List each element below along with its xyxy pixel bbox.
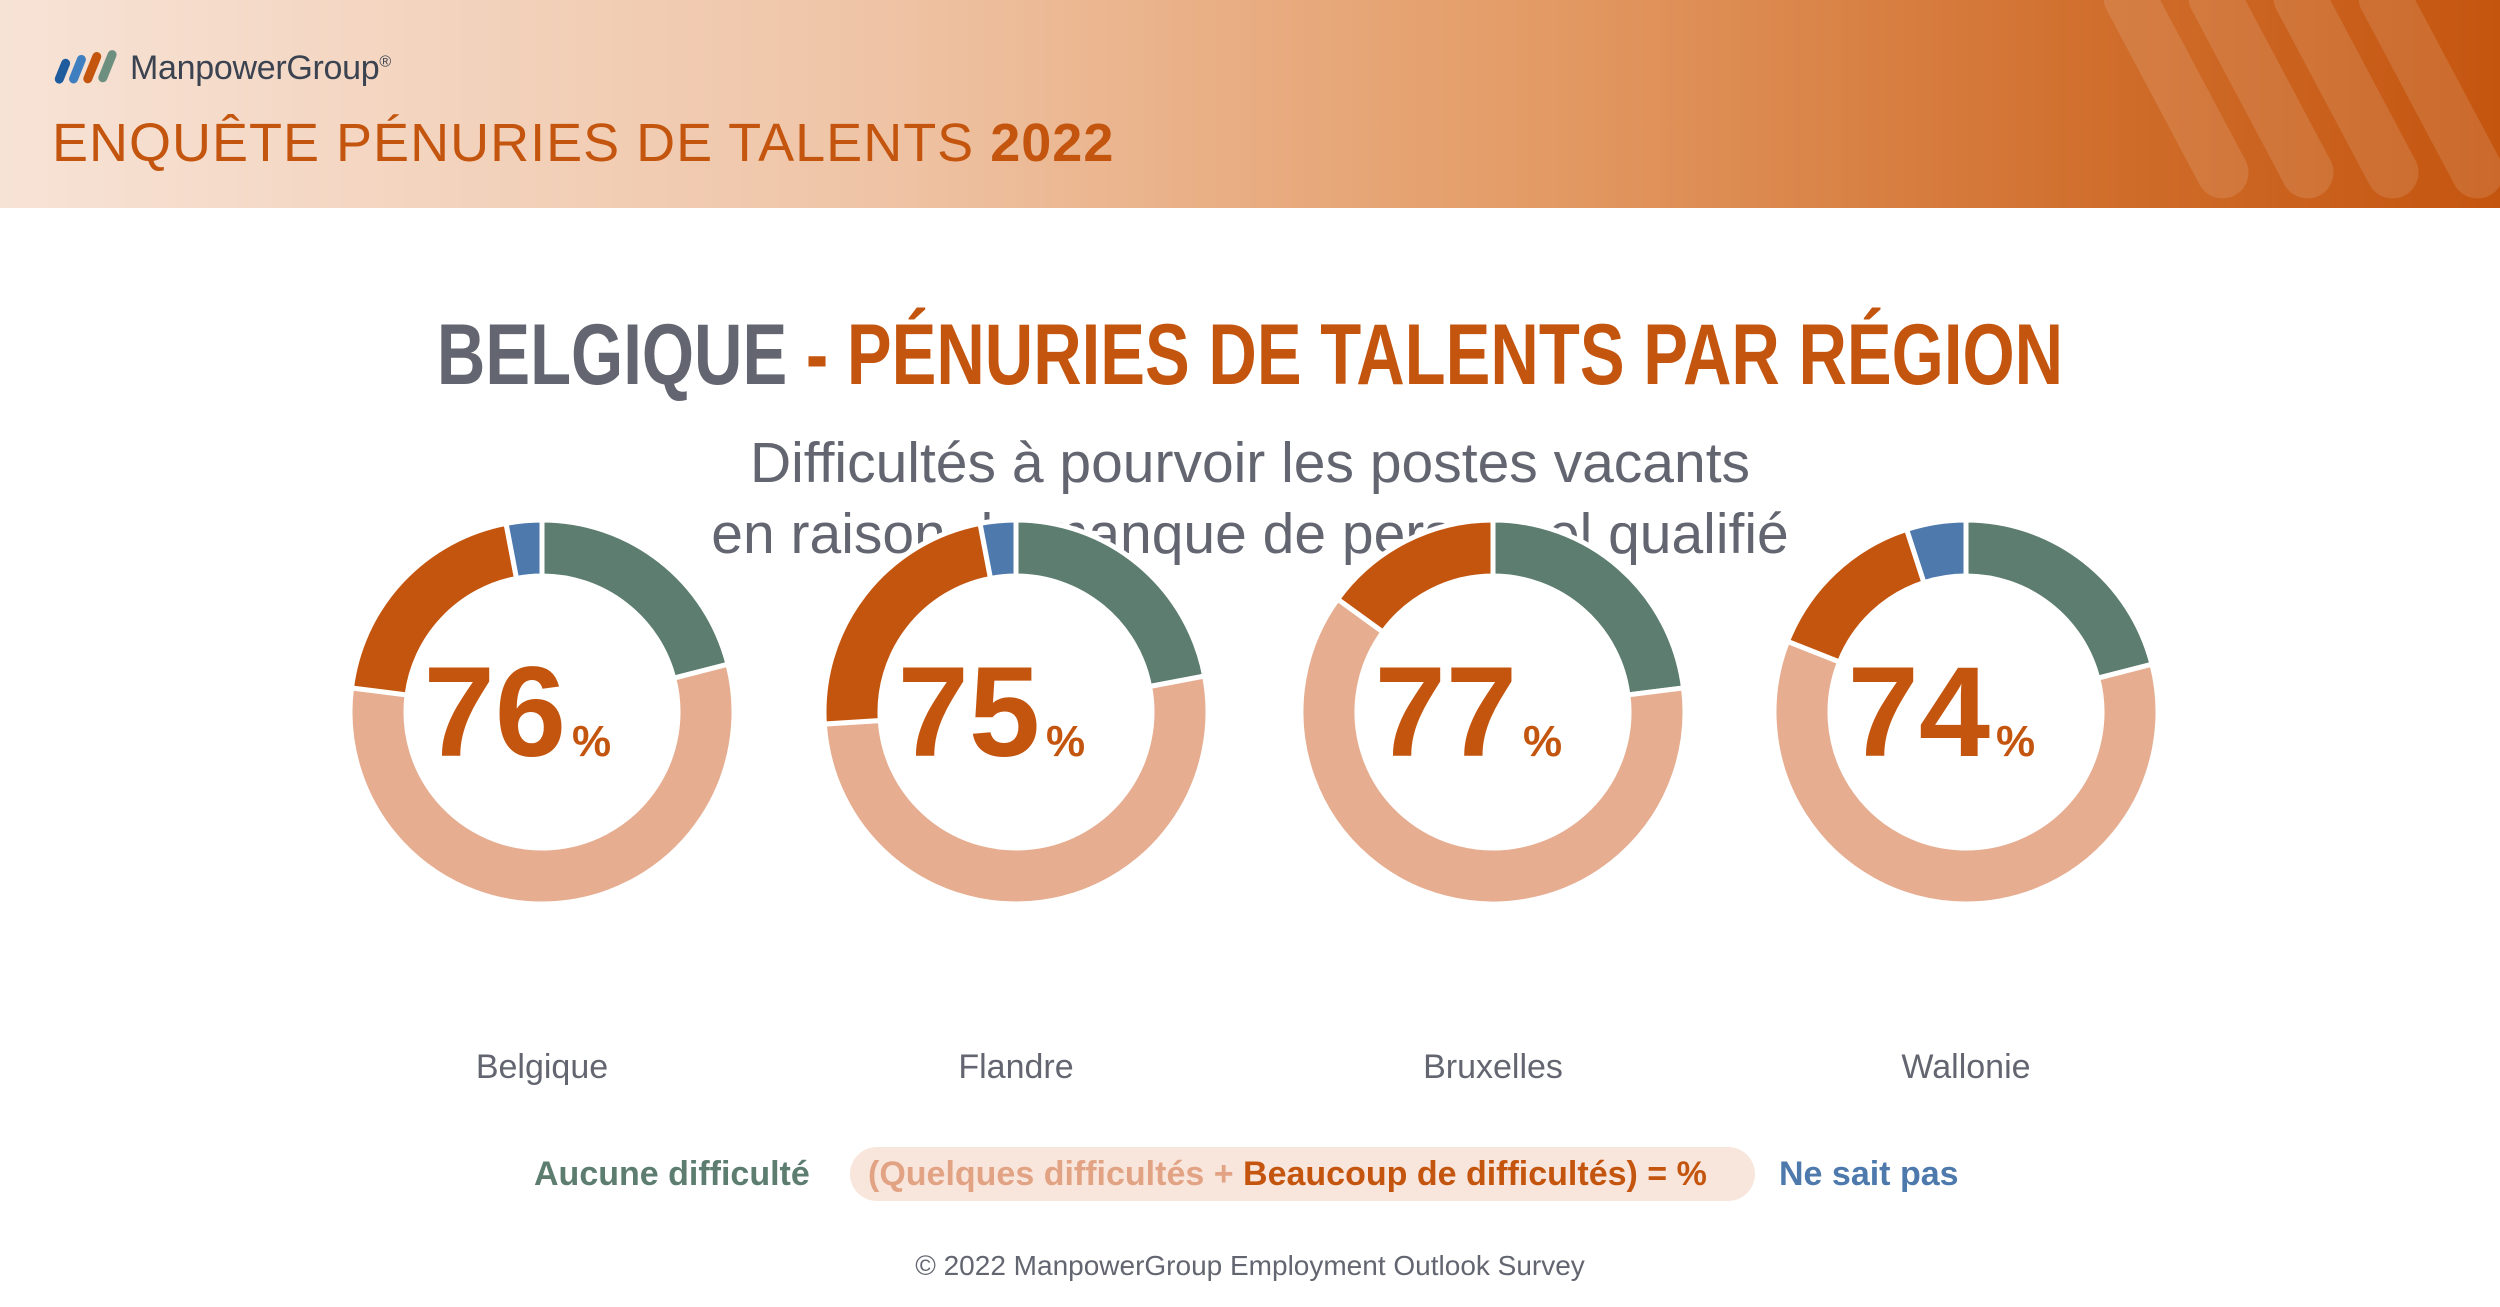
legend-equals-percent: ) = % (1626, 1155, 1707, 1193)
region-label-flandre: Flandre (958, 1048, 1074, 1086)
region-label-belgique: Belgique (475, 1048, 609, 1086)
donut-percent-sign-bruxelles: % (1523, 717, 1562, 766)
title-country: BELGIQUE (436, 307, 788, 403)
donut-percent-sign-wallonie: % (1996, 717, 2035, 766)
donut-slice-belgique-quelques (347, 661, 737, 907)
header-banner: ManpowerGroup® ENQUÊTE PÉNURIES DE TALEN… (0, 0, 2500, 208)
title-topic: PÉNURIES DE TALENTS PAR RÉGION (846, 307, 2064, 403)
donut-slice-wallonie-aucune (1963, 517, 2156, 682)
legend-aucune-difficulte: Aucune difficulté (534, 1155, 810, 1193)
survey-title: ENQUÊTE PÉNURIES DE TALENTS 2022 (52, 113, 1115, 173)
donut-total-flandre: 75 (898, 641, 1040, 784)
donut-slice-flandre-quelques (821, 673, 1211, 907)
region-label-wallonie: Wallonie (1901, 1048, 2031, 1086)
donut-slice-bruxelles-aucune (1490, 517, 1687, 698)
region-label-bruxelles: Bruxelles (1423, 1048, 1563, 1086)
survey-year: 2022 (990, 113, 1115, 173)
manpowergroup-logo-icon (54, 50, 117, 84)
legend-difficulty-pill: (Quelques difficultés + Beaucoup de diff… (850, 1147, 1755, 1201)
title-separator: - (787, 307, 847, 403)
donut-slice-belgique-aucune (539, 517, 732, 682)
legend-difficulty-text: (Quelques difficultés + Beaucoup de diff… (868, 1155, 1707, 1194)
donut-total-bruxelles: 77 (1375, 641, 1517, 784)
donut-slice-wallonie-quelques (1771, 638, 2161, 907)
legend-ne-sait-pas: Ne sait pas (1779, 1155, 1959, 1193)
legend-beaucoup: Beaucoup de difficultés (1243, 1155, 1627, 1193)
donut-total-belgique: 76 (424, 641, 566, 784)
copyright-footer: © 2022 ManpowerGroup Employment Outlook … (915, 1250, 1585, 1281)
donut-slice-belgique-ne-sait-pas (503, 517, 545, 582)
donut-slice-bruxelles-quelques (1298, 595, 1688, 907)
legend-quelques: (Quelques difficultés + (868, 1155, 1244, 1193)
page-title: BELGIQUE - PÉNURIES DE TALENTS PAR RÉGIO… (275, 306, 2225, 405)
donut-slice-flandre-aucune (1013, 517, 1208, 690)
donut-total-wallonie: 74 (1848, 641, 1990, 784)
donut-percent-sign-belgique: % (572, 717, 611, 766)
donut-percent-sign-flandre: % (1046, 717, 1085, 766)
donut-slice-flandre-ne-sait-pas (977, 517, 1019, 582)
donut-slice-bruxelles-beaucoup (1334, 517, 1496, 636)
subtitle-line-1: Difficultés à pourvoir les postes vacant… (749, 431, 1751, 495)
donut-slice-wallonie-ne-sait-pas (1903, 517, 1969, 586)
chart-legend: Aucune difficulté (Quelques difficultés … (0, 1147, 2500, 1201)
subtitle-line-2: en raison du manque de personnel qualifi… (711, 502, 1789, 566)
brand-logo: ManpowerGroup® (52, 48, 391, 88)
brand-name: ManpowerGroup® (130, 48, 391, 87)
